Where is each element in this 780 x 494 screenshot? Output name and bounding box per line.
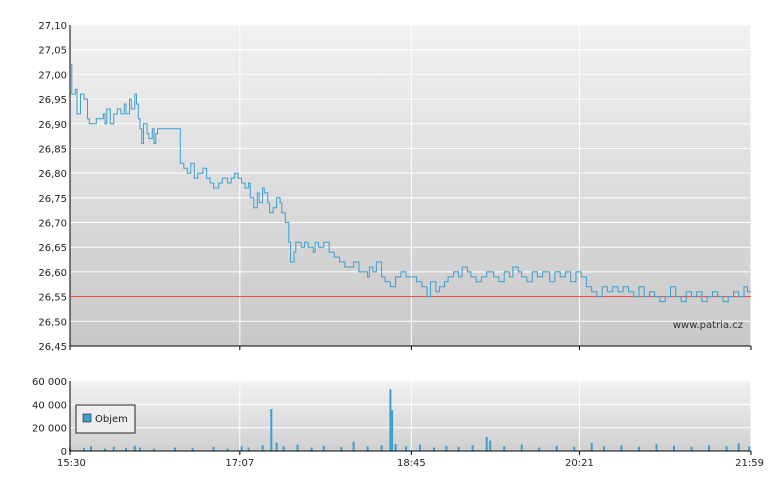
legend-label: Objem	[95, 414, 128, 425]
volume-y-tick-label: 20 000	[32, 424, 67, 435]
volume-bar	[247, 447, 250, 451]
volume-bar	[573, 446, 576, 451]
volume-bar	[275, 442, 278, 451]
volume-bar	[602, 446, 605, 451]
price-y-tick-label: 26,85	[38, 144, 67, 155]
volume-bar	[503, 446, 506, 451]
legend-swatch	[82, 413, 92, 423]
price-y-tick-label: 26,90	[38, 120, 67, 131]
volume-bar	[340, 446, 343, 451]
price-y-tick-label: 26,55	[38, 293, 67, 304]
volume-bar	[394, 444, 397, 451]
volume-panel: 60 000 40 000 20 000 0 15:30 17:07 18:45 20:21…	[32, 377, 764, 469]
volume-bar	[620, 445, 623, 451]
volume-bar	[690, 446, 693, 451]
volume-bar	[104, 448, 106, 451]
volume-bar	[366, 446, 369, 451]
volume-bar	[83, 448, 85, 451]
volume-bar	[90, 446, 92, 451]
volume-bar	[655, 444, 658, 451]
volume-bar	[133, 445, 136, 452]
volume-y-tick-label: 60 000	[32, 377, 67, 388]
price-y-tick-label: 26,45	[38, 342, 67, 353]
volume-x-axis-ticks: 15:30 17:07 18:45 20:21 21:59	[57, 451, 764, 469]
volume-bar	[139, 447, 141, 451]
x-tick-label: 20:21	[565, 458, 594, 469]
volume-bar	[310, 447, 313, 451]
price-y-tick-label: 26,50	[38, 317, 67, 328]
price-plot-background	[70, 25, 751, 346]
volume-bar	[708, 445, 710, 451]
price-y-tick-label: 27,05	[38, 46, 67, 57]
volume-bar	[419, 444, 422, 451]
volume-bar	[520, 444, 523, 451]
volume-bar	[673, 445, 675, 452]
volume-bar	[538, 447, 541, 451]
price-series-line	[70, 64, 751, 303]
x-tick-label: 21:59	[735, 458, 764, 469]
volume-bar	[380, 445, 383, 451]
volume-bar	[153, 448, 155, 451]
volume-bar	[125, 448, 127, 451]
volume-bar	[282, 446, 285, 451]
volume-bar	[322, 445, 325, 452]
volume-bar	[261, 445, 264, 451]
volume-bar	[389, 389, 392, 451]
volume-bar	[748, 446, 751, 451]
volume-bar	[391, 410, 394, 451]
volume-bar	[485, 437, 488, 451]
volume-y-axis-ticks: 60 000 40 000 20 000 0	[32, 377, 751, 458]
volume-plot-background	[70, 381, 751, 451]
price-y-tick-label: 27,10	[38, 21, 67, 32]
volume-bar	[471, 445, 474, 451]
price-y-tick-label: 26,80	[38, 169, 67, 180]
volume-bar	[489, 440, 492, 451]
volume-bar	[112, 446, 115, 451]
volume-bar	[445, 445, 448, 452]
volume-bar	[352, 441, 355, 451]
volume-bar	[725, 446, 728, 451]
volume-bar	[405, 446, 408, 451]
volume-bar	[638, 446, 640, 451]
watermark: www.patria.cz	[673, 320, 743, 331]
x-tick-label: 15:30	[57, 458, 86, 469]
price-y-tick-label: 26,75	[38, 194, 67, 205]
price-y-tick-label: 26,95	[38, 95, 67, 106]
price-y-tick-label: 27,00	[38, 70, 67, 81]
volume-bar	[240, 446, 243, 451]
price-x-axis-ticks	[69, 346, 752, 350]
volume-bar	[191, 448, 194, 451]
volume-bar	[212, 446, 215, 451]
x-tick-label: 18:45	[397, 458, 426, 469]
price-y-tick-label: 26,65	[38, 243, 67, 254]
x-tick-label: 17:07	[225, 458, 254, 469]
volume-bar	[555, 445, 558, 452]
volume-bar	[226, 448, 229, 451]
volume-bar	[433, 447, 436, 451]
volume-bar	[590, 442, 593, 451]
price-panel: 27,10 27,05 27,00 26,95 26,90 26,85 26,80 26,75…	[38, 21, 752, 353]
volume-bar	[737, 443, 740, 451]
volume-bars	[69, 389, 751, 452]
price-y-axis-ticks: 27,10 27,05 27,00 26,95 26,90 26,85 26,80 26,75…	[38, 21, 751, 353]
volume-bar	[457, 446, 460, 451]
volume-y-tick-label: 0	[61, 447, 67, 458]
volume-bar	[296, 444, 299, 451]
volume-legend: Objem	[75, 404, 136, 434]
volume-bar	[270, 409, 273, 451]
volume-bar	[174, 447, 176, 451]
volume-y-tick-label: 40 000	[32, 400, 67, 411]
price-y-tick-label: 26,70	[38, 219, 67, 230]
price-y-tick-label: 26,60	[38, 268, 67, 279]
